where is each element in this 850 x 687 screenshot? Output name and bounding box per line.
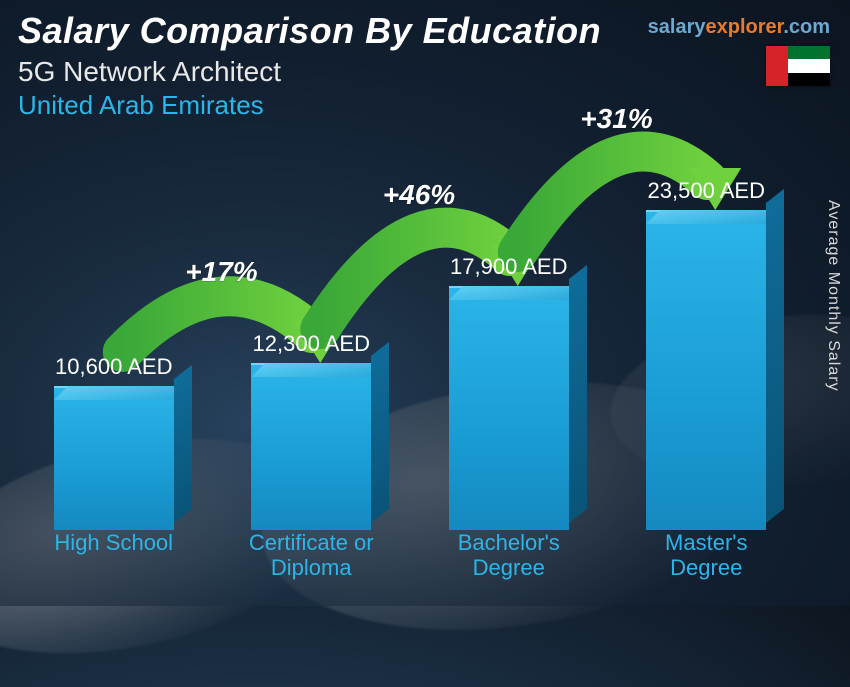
bar-col: 10,600 AED xyxy=(34,354,194,530)
bar-top xyxy=(251,363,385,377)
increase-label: +31% xyxy=(580,103,652,134)
bar-front xyxy=(646,210,766,530)
flag-stripe-1 xyxy=(788,59,830,72)
labels-container: High School Certificate or Diploma Bachelo… xyxy=(30,530,790,586)
bar xyxy=(449,286,569,530)
brand-text-1: salary xyxy=(648,16,706,38)
bar-front xyxy=(449,286,569,530)
country-flag xyxy=(766,46,830,86)
brand-text-suffix: .com xyxy=(783,16,830,38)
category-label: Certificate or Diploma xyxy=(231,530,391,586)
bar-col: 17,900 AED xyxy=(429,254,589,530)
bars-container: 10,600 AED 12,300 AED 17,900 AED 23,500 AED xyxy=(30,150,790,530)
bar-value: 10,600 AED xyxy=(55,354,172,380)
bar-top xyxy=(54,386,188,400)
brand-text-accent: explorer xyxy=(705,16,783,38)
bar-col: 23,500 AED xyxy=(626,178,786,530)
chart: +17%+46%+31% 10,600 AED12,300 AED17,900 … xyxy=(30,150,790,586)
bar-value: 17,900 AED xyxy=(450,254,567,280)
flag-stripe-0 xyxy=(788,46,830,59)
y-axis-label: Average Monthly Salary xyxy=(824,200,842,392)
job-title: 5G Network Architect xyxy=(18,56,832,88)
flag-stripe-2 xyxy=(788,73,830,86)
bar-side xyxy=(371,342,389,523)
bar-side xyxy=(569,265,587,523)
bar-front xyxy=(251,363,371,530)
bar-front xyxy=(54,386,174,530)
bar-top xyxy=(449,286,583,300)
category-label: Bachelor's Degree xyxy=(429,530,589,586)
bar-side xyxy=(174,365,192,523)
category-label: High School xyxy=(34,530,194,586)
bar-value: 12,300 AED xyxy=(253,331,370,357)
bar-side xyxy=(766,189,784,523)
brand-logo: salaryexplorer.com xyxy=(648,16,830,39)
country-name: United Arab Emirates xyxy=(18,90,832,121)
bar xyxy=(646,210,766,530)
bar-value: 23,500 AED xyxy=(648,178,765,204)
bar-col: 12,300 AED xyxy=(231,331,391,530)
category-label: Master's Degree xyxy=(626,530,786,586)
bar xyxy=(54,386,174,530)
bar xyxy=(251,363,371,530)
bar-top xyxy=(646,210,780,224)
